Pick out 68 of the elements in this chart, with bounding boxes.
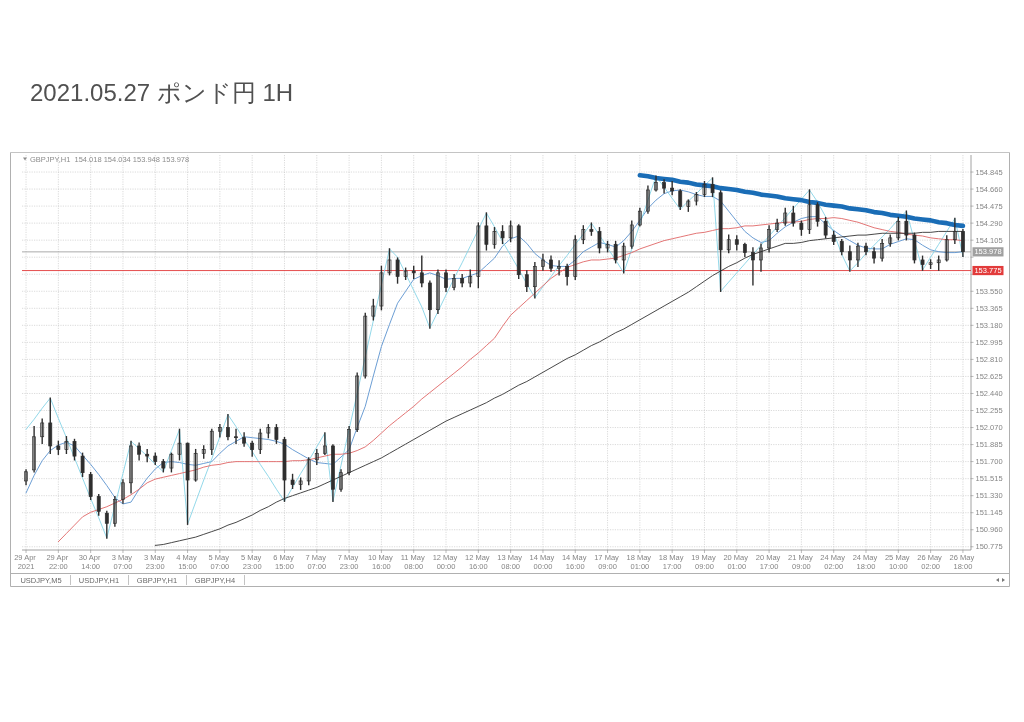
candlestick [710, 177, 715, 198]
candlestick [444, 269, 448, 292]
candlestick [371, 298, 376, 321]
chart-title: 2021.05.27 ポンド円 1H [30, 79, 294, 106]
candlestick [597, 227, 602, 254]
candlestick [306, 457, 311, 486]
candlestick [258, 428, 263, 455]
candlestick [573, 235, 578, 280]
candlestick [629, 220, 634, 249]
candlestick [436, 269, 440, 315]
candlestick [557, 260, 561, 276]
candlestick [88, 471, 93, 501]
candlestick [339, 469, 343, 492]
candlestick [452, 274, 456, 291]
candlestick [847, 245, 852, 272]
candlestick [524, 270, 529, 292]
candlestick [363, 312, 368, 379]
candlestick [96, 494, 101, 516]
candlestick [791, 205, 796, 227]
candlestick [113, 495, 117, 527]
candlestick [209, 428, 214, 455]
candlestick [379, 265, 384, 311]
candlestick [670, 181, 675, 196]
candlestick [508, 220, 513, 243]
candlestick [815, 202, 820, 227]
candlestick [654, 175, 658, 192]
candlestick [807, 189, 812, 234]
candlestick [565, 263, 570, 286]
candlestick [226, 413, 230, 441]
candlestick [234, 428, 238, 444]
candlestick [48, 397, 53, 455]
candlestick [121, 479, 125, 504]
candlestick [80, 452, 85, 478]
candlestick [678, 189, 683, 211]
candlestick [613, 240, 618, 264]
candlestick [944, 235, 949, 262]
candlestick [72, 438, 77, 461]
candlestick [476, 222, 481, 289]
candlestick [129, 440, 133, 494]
candlestick [104, 510, 109, 539]
candlestick [322, 432, 327, 455]
candlestick [395, 257, 400, 284]
candlestick [177, 428, 182, 461]
candlestick [637, 207, 642, 227]
candlestick [32, 425, 36, 473]
candlestick [532, 262, 537, 299]
candlestick [856, 242, 860, 268]
candlestick [40, 418, 45, 444]
candlestick [880, 239, 885, 262]
candlestick [355, 372, 360, 432]
candlestick [419, 255, 424, 288]
candlestick [751, 247, 755, 286]
candlestick [217, 424, 222, 438]
candlestick [24, 469, 28, 486]
candlestick [775, 218, 780, 233]
candlestick [193, 448, 198, 482]
candlestick [347, 425, 351, 476]
candlestick [274, 424, 279, 444]
candlestick [169, 452, 174, 473]
line-series [637, 172, 966, 229]
candlestick [387, 248, 392, 276]
candlestick [646, 185, 650, 214]
candlestick [621, 242, 626, 274]
candlestick [492, 227, 497, 249]
candlestick [145, 448, 150, 463]
candlestick [541, 253, 545, 271]
candlestick [759, 243, 763, 272]
candlestick [484, 212, 489, 251]
